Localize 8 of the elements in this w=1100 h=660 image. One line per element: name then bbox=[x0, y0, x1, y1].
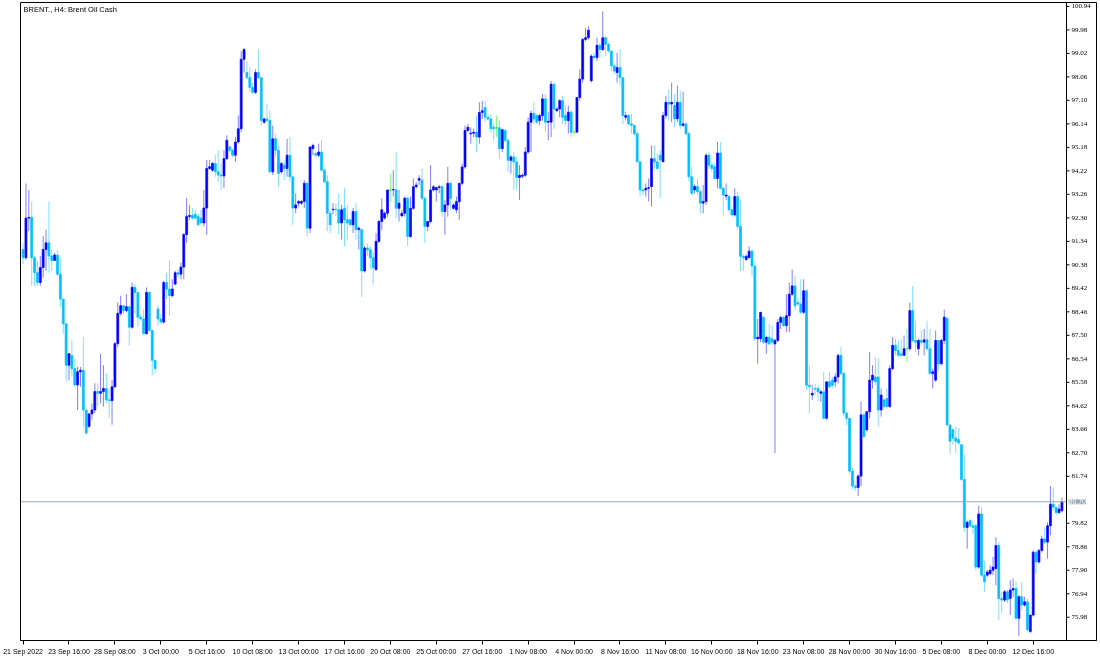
candlestick bbox=[598, 42, 602, 59]
candlestick bbox=[819, 389, 823, 403]
candlestick bbox=[176, 268, 180, 279]
candlestick bbox=[816, 384, 820, 403]
candlestick bbox=[813, 383, 817, 396]
candlestick bbox=[417, 174, 421, 186]
candlestick bbox=[331, 202, 335, 216]
candlestick bbox=[386, 189, 389, 218]
